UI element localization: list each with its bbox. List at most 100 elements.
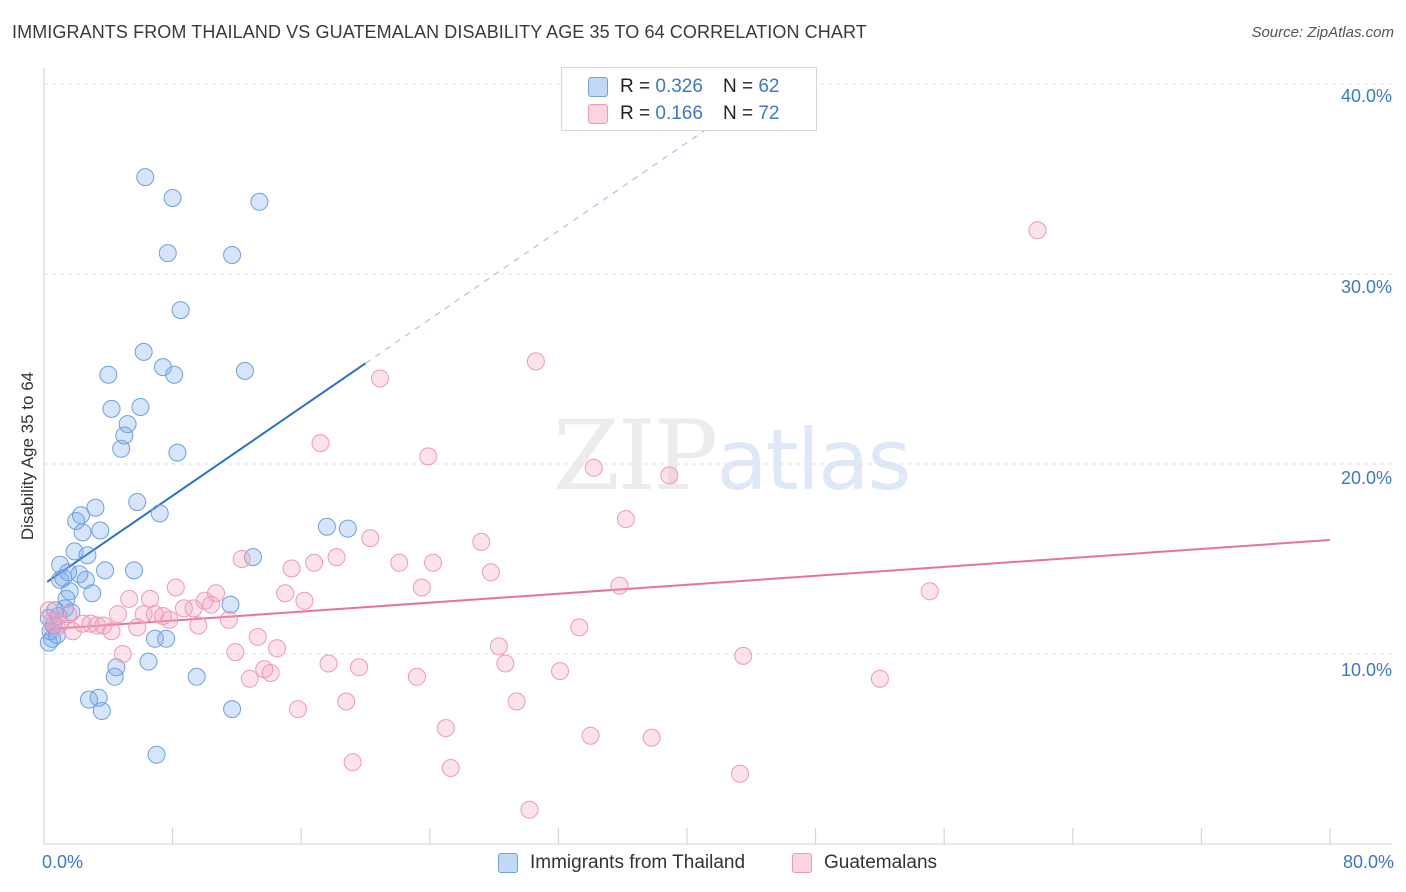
- data-point-guatemalans: [337, 692, 356, 711]
- data-point-guatemalans: [731, 764, 750, 783]
- data-point-guatemalans: [419, 447, 438, 466]
- data-point-guatemalans: [424, 553, 443, 572]
- data-point-guatemalans: [166, 578, 185, 597]
- data-point-thailand: [338, 519, 357, 538]
- y-tick-label-10: 10.0%: [1340, 660, 1392, 680]
- data-point-guatemalans: [507, 692, 526, 711]
- data-point-thailand: [102, 399, 121, 418]
- data-point-guatemalans: [581, 726, 600, 745]
- data-point-thailand: [115, 426, 134, 445]
- data-point-guatemalans: [920, 582, 939, 601]
- data-point-thailand: [128, 493, 147, 511]
- data-point-guatemalans: [268, 639, 287, 658]
- data-point-guatemalans: [305, 553, 324, 572]
- data-point-guatemalans: [39, 601, 58, 620]
- data-point-guatemalans: [327, 548, 346, 567]
- data-point-thailand: [59, 563, 78, 582]
- data-point-guatemalans: [219, 610, 238, 629]
- legend-row-thailand: R = 0.326 N = 62: [588, 75, 779, 99]
- data-point-guatemalans: [870, 669, 889, 688]
- data-point-guatemalans: [520, 800, 539, 819]
- data-point-guatemalans: [570, 618, 589, 637]
- data-point-thailand: [187, 667, 206, 686]
- data-points: [39, 168, 1047, 819]
- data-point-thailand: [150, 504, 169, 523]
- data-point-thailand: [118, 415, 137, 434]
- trend-line-thailand: [46, 362, 367, 583]
- data-point-guatemalans: [412, 578, 431, 597]
- data-point-guatemalans: [108, 605, 127, 624]
- data-point-guatemalans: [584, 458, 603, 477]
- data-point-thailand: [223, 700, 242, 719]
- data-point-thailand: [96, 561, 115, 580]
- data-point-guatemalans: [441, 759, 460, 777]
- chart-title: IMMIGRANTS FROM THAILAND VS GUATEMALAN D…: [12, 22, 867, 42]
- data-point-guatemalans: [102, 622, 121, 641]
- chart-source: Source: ZipAtlas.com: [1251, 24, 1394, 41]
- series-legend-label-guatemalans: Guatemalans: [824, 852, 938, 873]
- data-point-guatemalans: [734, 646, 753, 665]
- data-point-guatemalans: [59, 605, 78, 624]
- watermark-zip: ZIP: [553, 400, 718, 512]
- data-point-thailand: [139, 652, 158, 671]
- data-point-guatemalans: [226, 643, 245, 662]
- data-point-thailand: [147, 745, 166, 764]
- legend-r-value: 0.166: [655, 103, 703, 124]
- data-point-thailand: [317, 517, 336, 536]
- data-point-thailand: [67, 512, 86, 530]
- data-point-guatemalans: [120, 589, 139, 608]
- data-point-thailand: [158, 244, 177, 263]
- data-point-guatemalans: [276, 584, 295, 603]
- legend-n-value: 72: [758, 103, 780, 124]
- data-point-thailand: [221, 595, 240, 614]
- data-point-thailand: [73, 523, 92, 542]
- data-point-thailand: [171, 301, 190, 320]
- data-point-guatemalans: [407, 667, 426, 686]
- y-tick-label-30: 30.0%: [1340, 277, 1392, 297]
- watermark: ZIPatlas: [553, 400, 911, 512]
- data-point-guatemalans: [472, 532, 491, 551]
- data-point-thailand: [250, 192, 269, 211]
- data-point-guatemalans: [489, 637, 508, 656]
- data-point-thailand: [125, 561, 144, 580]
- legend-row-guatemalans: R = 0.166 N = 72: [588, 102, 779, 126]
- data-point-guatemalans: [343, 753, 362, 772]
- data-point-guatemalans: [189, 616, 208, 635]
- data-point-thailand: [62, 603, 81, 622]
- data-point-guatemalans: [248, 627, 267, 646]
- data-point-thailand: [89, 688, 108, 707]
- data-point-guatemalans: [295, 591, 314, 610]
- legend-r-label: R =: [620, 103, 651, 124]
- correlation-legend: R = 0.326 N = 62 R = 0.166 N = 72: [561, 67, 817, 131]
- y-tick-label-20: 20.0%: [1340, 468, 1392, 488]
- data-point-thailand: [83, 584, 102, 603]
- data-point-guatemalans: [207, 584, 226, 603]
- data-point-guatemalans: [319, 654, 338, 673]
- data-point-guatemalans: [481, 563, 500, 582]
- data-point-thailand: [99, 365, 118, 384]
- series-legend-guatemalans: Guatemalans: [792, 852, 937, 874]
- data-point-guatemalans: [390, 553, 409, 572]
- data-point-guatemalans: [370, 369, 389, 388]
- legend-swatch-guatemalans: [588, 104, 608, 124]
- data-point-thailand: [112, 439, 131, 458]
- data-point-guatemalans: [240, 669, 259, 688]
- series-legend-swatch-guatemalans: [792, 853, 812, 873]
- data-point-guatemalans: [63, 622, 82, 641]
- data-point-guatemalans: [496, 654, 515, 673]
- trend-lines: [46, 86, 1331, 631]
- data-point-guatemalans: [160, 610, 179, 629]
- data-point-guatemalans: [610, 576, 629, 595]
- x-tick-label-min: 0.0%: [42, 852, 84, 872]
- data-point-guatemalans: [350, 658, 369, 677]
- series-legend-thailand: Immigrants from Thailand: [498, 852, 745, 874]
- data-point-thailand: [86, 498, 105, 517]
- data-point-thailand: [91, 521, 110, 540]
- data-point-thailand: [168, 443, 187, 462]
- data-point-thailand: [223, 246, 242, 264]
- legend-n-label: N =: [722, 76, 754, 97]
- data-point-guatemalans: [113, 645, 132, 663]
- data-point-thailand: [165, 365, 184, 384]
- series-legend-label-thailand: Immigrants from Thailand: [530, 852, 746, 873]
